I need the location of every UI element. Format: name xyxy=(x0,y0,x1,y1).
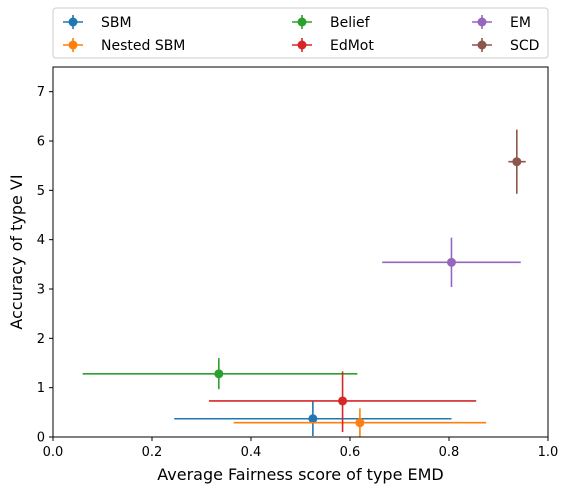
legend-item: Belief xyxy=(292,15,371,31)
y-tick-label: 0 xyxy=(37,431,45,446)
legend-label: Belief xyxy=(330,15,371,31)
series-nested-sbm xyxy=(233,408,487,437)
data-point xyxy=(214,369,224,379)
legend-item: Nested SBM xyxy=(63,38,185,54)
legend-marker xyxy=(297,17,307,27)
data-point xyxy=(308,414,318,424)
legend-item: SBM xyxy=(63,15,132,31)
x-tick-label: 0.6 xyxy=(340,445,361,460)
x-tick-label: 0.4 xyxy=(241,445,262,460)
legend-marker xyxy=(477,17,487,27)
data-point xyxy=(355,418,365,428)
legend: SBM Nested SBM Belief EdMot EM SCD xyxy=(52,7,549,59)
y-axis-label: Accuracy of type VI xyxy=(7,174,26,329)
series-scd xyxy=(508,129,526,194)
y-tick-label: 6 xyxy=(37,135,45,150)
legend-marker xyxy=(68,40,78,50)
legend-item: EM xyxy=(472,15,531,31)
x-axis-label: Average Fairness score of type EMD xyxy=(157,465,443,484)
legend-marker xyxy=(68,17,78,27)
legend-label: SBM xyxy=(101,15,132,31)
y-tick-label: 5 xyxy=(37,184,45,199)
legend-marker xyxy=(477,40,487,50)
series-edmot xyxy=(208,371,477,433)
plot-area xyxy=(82,129,526,437)
x-tick-label: 0.8 xyxy=(439,445,460,460)
y-tick-label: 1 xyxy=(37,381,45,396)
axes: 0.0 0.2 0.4 0.6 0.8 1.0 0 1 2 3 4 5 6 7 xyxy=(37,66,559,460)
legend-label: EdMot xyxy=(330,38,374,54)
series-em xyxy=(382,237,521,288)
data-point xyxy=(446,257,456,267)
x-tick-label: 1.0 xyxy=(538,445,559,460)
legend-label: EM xyxy=(510,15,531,31)
y-tick-label: 4 xyxy=(37,233,45,248)
y-tick-label: 3 xyxy=(37,283,45,298)
data-point xyxy=(512,157,522,167)
legend-item: SCD xyxy=(472,38,539,54)
legend-label: SCD xyxy=(510,38,539,54)
legend-item: EdMot xyxy=(292,38,374,54)
y-tick-label: 7 xyxy=(37,85,45,100)
axes-frame xyxy=(52,66,549,438)
series-belief xyxy=(82,358,358,390)
series-sbm xyxy=(174,400,452,437)
legend-frame xyxy=(52,7,549,59)
legend-marker xyxy=(297,40,307,50)
legend-label: Nested SBM xyxy=(101,38,185,54)
data-point xyxy=(338,396,348,406)
x-tick-label: 0.0 xyxy=(43,445,64,460)
y-tick-label: 2 xyxy=(37,332,45,347)
x-tick-label: 0.2 xyxy=(142,445,163,460)
